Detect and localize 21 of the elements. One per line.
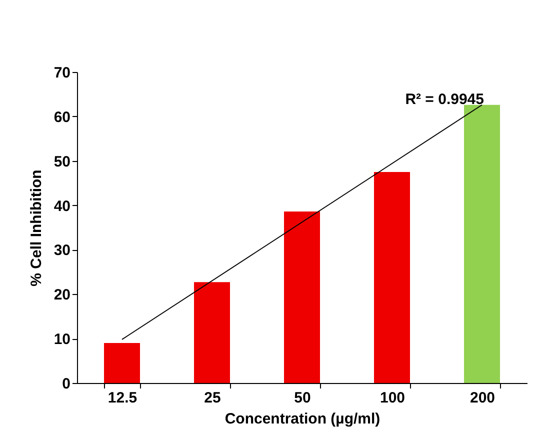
y-tick-label: 50 <box>54 153 70 170</box>
bar <box>104 343 140 383</box>
bar <box>464 104 500 383</box>
x-axis-title: Concentration (µg/ml) <box>224 410 380 428</box>
bar <box>374 172 410 383</box>
y-axis-title: % Cell Inhibition <box>28 170 45 286</box>
x-tick-label: 200 <box>470 390 496 406</box>
y-tick-label: 60 <box>54 108 70 126</box>
bar <box>284 212 320 383</box>
y-tick-label: 10 <box>54 331 70 348</box>
y-tick-label: 30 <box>54 242 70 260</box>
x-tick-label: 50 <box>294 390 311 406</box>
x-tick-label: 25 <box>204 390 221 406</box>
y-tick-label: 40 <box>54 198 70 215</box>
x-tick-label: 12.5 <box>108 390 138 406</box>
bar <box>194 282 230 383</box>
y-tick-label: 0 <box>62 376 70 392</box>
x-tick-label: 100 <box>380 390 406 406</box>
y-tick-label: 20 <box>54 286 70 304</box>
y-tick-label: 70 <box>54 64 70 82</box>
annotation: R² = 0.9945 <box>405 90 484 108</box>
